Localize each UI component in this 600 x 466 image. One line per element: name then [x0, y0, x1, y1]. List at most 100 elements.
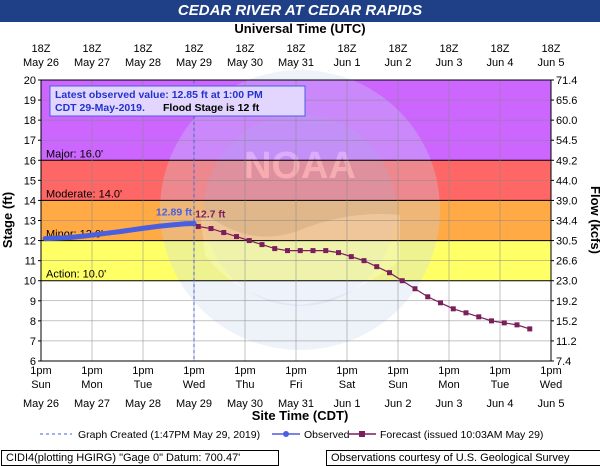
forecast-point: [336, 250, 341, 256]
forecast-point: [514, 322, 520, 328]
category-label-moderate: Moderate: 14.0': [46, 188, 122, 200]
utc-tick-time: 18Z: [491, 43, 510, 55]
flow-tick-label: 65.6: [556, 95, 577, 107]
utc-tick-date: May 31: [278, 57, 314, 69]
observed-point: [93, 232, 99, 238]
forecast-point: [208, 226, 214, 232]
flow-tick-label: 11.2: [556, 336, 577, 348]
stage-axis: 6 7 8 9 10 11 12 13 14 15 16 17 18 19 20: [24, 75, 41, 368]
observed-point: [119, 228, 125, 234]
site-tick-time: 1pm: [387, 365, 408, 377]
forecast-point: [450, 306, 456, 312]
forecast-point: [412, 286, 418, 292]
site-tick-date: May 26: [23, 398, 59, 410]
site-tick-date: Jun 4: [487, 398, 514, 410]
stage-tick-label: 16: [24, 155, 36, 167]
legend-forecast: Forecast (issued 10:03AM May 29): [380, 429, 543, 441]
flow-tick-label: 23.0: [556, 276, 577, 288]
site-tick-date: Jun 3: [436, 398, 463, 410]
observed-point: [170, 222, 176, 228]
observed-point: [191, 221, 197, 227]
site-tick-day: Tue: [134, 379, 153, 391]
utc-tick-time: 18Z: [185, 43, 204, 55]
observed-point: [55, 235, 61, 241]
utc-tick-date: May 28: [125, 57, 161, 69]
forecast-point: [259, 242, 265, 248]
flow-tick-label: 54.5: [556, 135, 577, 147]
site-tick-time: 1pm: [132, 365, 153, 377]
observed-point: [68, 234, 74, 240]
flow-tick-label: 34.4: [556, 216, 577, 228]
utc-tick-time: 18Z: [134, 43, 153, 55]
flow-tick-label: 49.2: [556, 155, 577, 167]
forecast-point: [399, 278, 405, 284]
site-tick-date: May 27: [74, 398, 110, 410]
stage-tick-label: 10: [24, 276, 36, 288]
forecast-point: [323, 248, 329, 254]
observed-peak-label: 12.89 ft: [156, 207, 193, 219]
site-tick-day: Wed: [540, 379, 562, 391]
forecast-point: [374, 264, 380, 270]
stage-tick-label: 14: [24, 195, 36, 207]
forecast-point: [387, 270, 392, 276]
site-tick-day: Wed: [183, 379, 205, 391]
site-tick-time: 1pm: [30, 365, 51, 377]
stage-tick-label: 11: [25, 256, 36, 268]
observations-credit: Observations courtesy of U.S. Geological…: [326, 450, 600, 466]
stage-tick-label: 12: [24, 236, 36, 248]
category-label-major: Major: 16.0': [46, 148, 103, 160]
utc-tick-date: May 26: [23, 57, 59, 69]
forecast-point: [195, 224, 201, 230]
legend: Graph Created (1:47PM May 29, 2019) Obse…: [40, 429, 543, 441]
utc-tick-date: May 29: [176, 57, 212, 69]
forecast-point: [476, 314, 482, 320]
flow-tick-label: 71.4: [556, 75, 577, 87]
observed-point: [106, 230, 112, 236]
info-annotation-box: Latest observed value: 12.85 ft at 1:00 …: [49, 85, 306, 117]
plot-frame: [40, 79, 552, 362]
site-tick-time: 1pm: [540, 365, 561, 377]
stage-tick-label: 13: [24, 216, 36, 228]
site-tick-time: 1pm: [489, 365, 510, 377]
stage-tick-label: 7: [30, 336, 36, 348]
utc-tick-time: 18Z: [287, 43, 306, 55]
site-tick-date: May 29: [176, 398, 212, 410]
forecast-point: [348, 254, 354, 260]
legend-observed: Observed: [304, 429, 350, 441]
stage-tick-label: 6: [30, 356, 36, 368]
forecast-point: [297, 248, 303, 254]
site-tick-time: 1pm: [234, 365, 255, 377]
flow-tick-label: 26.6: [556, 256, 577, 268]
top-axis-label: Universal Time (UTC): [234, 21, 365, 36]
observed-point: [144, 225, 150, 231]
legend-forecast-marker: [359, 431, 365, 437]
utc-tick-date: Jun 5: [538, 57, 565, 69]
forecast-point: [310, 248, 316, 254]
chart-title: CEDAR RIVER AT CEDAR RAPIDS: [0, 0, 600, 22]
stage-tick-label: 15: [24, 175, 36, 187]
forecast-point: [425, 294, 431, 300]
forecast-point: [527, 326, 533, 332]
svg-text:NOAA: NOAA: [244, 145, 356, 187]
observed-point: [132, 227, 137, 233]
utc-tick-time: 18Z: [389, 43, 408, 55]
forecast-point: [463, 310, 469, 316]
utc-tick-time: 18Z: [440, 43, 459, 55]
site-tick-time: 1pm: [438, 365, 459, 377]
flow-tick-label: 44.0: [556, 175, 577, 187]
stage-tick-label: 19: [24, 95, 36, 107]
utc-tick-time: 18Z: [32, 43, 51, 55]
forecast-point: [272, 246, 278, 252]
x-axis-label: Site Time (CDT): [252, 408, 349, 423]
utc-tick-time: 18Z: [236, 43, 255, 55]
site-tick-time: 1pm: [81, 365, 102, 377]
y-axis-label: Stage (ft): [0, 192, 15, 248]
forecast-point: [285, 248, 290, 254]
utc-tick-date: Jun 2: [385, 57, 412, 69]
site-tick-day: Tue: [491, 379, 510, 391]
forecast-point: [221, 230, 227, 236]
stage-tick-label: 20: [24, 75, 36, 87]
annotation-flood-stage: Flood Stage is 12 ft: [163, 102, 260, 114]
utc-tick-date: Jun 1: [334, 57, 361, 69]
utc-tick-date: Jun 4: [487, 57, 514, 69]
